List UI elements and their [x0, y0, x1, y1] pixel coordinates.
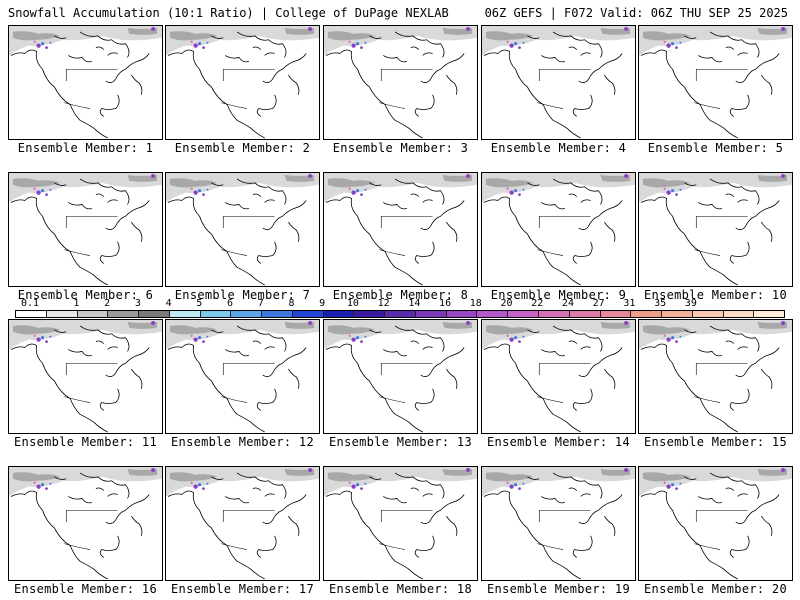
ensemble-member-map [323, 319, 478, 434]
ensemble-member-map [8, 319, 163, 434]
ensemble-member-map [638, 466, 793, 581]
legend-swatch [754, 311, 785, 317]
ensemble-member-label: Ensemble Member: 3 [332, 141, 469, 155]
ensemble-member-map [165, 25, 320, 140]
legend-tick-label: 2 [104, 298, 111, 309]
ensemble-member-label: Ensemble Member: 6 [17, 288, 154, 302]
legend-tick-label: 20 [500, 298, 513, 309]
legend-swatch [539, 311, 570, 317]
ensemble-member-label: Ensemble Member: 16 [14, 582, 157, 596]
ensemble-member-label: Ensemble Member: 8 [332, 288, 469, 302]
legend-tick-label: 10 [346, 298, 359, 309]
legend-tick-label: 24 [561, 298, 574, 309]
legend-swatch [139, 311, 170, 317]
legend-swatch [692, 311, 724, 317]
legend-swatch [77, 311, 109, 317]
ensemble-member-label: Ensemble Member: 10 [644, 288, 787, 302]
ensemble-member-label: Ensemble Member: 7 [174, 288, 311, 302]
ensemble-member-label: Ensemble Member: 13 [329, 435, 472, 449]
legend-swatch [16, 311, 47, 317]
legend-tick-label: 12 [377, 298, 390, 309]
legend-swatch [600, 311, 632, 317]
ensemble-member-label: Ensemble Member: 17 [171, 582, 314, 596]
legend-tick-label: 27 [592, 298, 605, 309]
legend-tick-label: 35 [654, 298, 667, 309]
snowfall-color-legend: 0.1 1 2 3 4 5 6 7 8 9 10 12 14 16 18 20 22 24 27 31 35 39 [15, 298, 785, 328]
legend-swatch [46, 311, 78, 317]
legend-swatch [385, 311, 416, 317]
ensemble-member-map [8, 25, 163, 140]
legend-tick-label: 5 [196, 298, 203, 309]
legend-swatch [569, 311, 601, 317]
legend-swatch [231, 311, 263, 317]
legend-swatch [354, 311, 386, 317]
legend-swatch [262, 311, 293, 317]
ensemble-member-map [165, 172, 320, 287]
ensemble-member-label: Ensemble Member: 4 [490, 141, 627, 155]
legend-swatch [169, 311, 201, 317]
legend-tick-label: 0.1 [20, 298, 40, 309]
legend-swatch [323, 311, 355, 317]
ensemble-member-label: Ensemble Member: 12 [171, 435, 314, 449]
ensemble-member-map [481, 172, 636, 287]
ensemble-member-label: Ensemble Member: 18 [329, 582, 472, 596]
ensemble-member-map [8, 172, 163, 287]
legend-swatch [415, 311, 447, 317]
ensemble-member-map [638, 25, 793, 140]
ensemble-member-map [481, 25, 636, 140]
legend-tick-label: 39 [684, 298, 697, 309]
ensemble-member-label: Ensemble Member: 11 [14, 435, 157, 449]
ensemble-member-label: Ensemble Member: 9 [490, 288, 627, 302]
ensemble-member-map [323, 466, 478, 581]
legend-swatch [631, 311, 663, 317]
legend-swatch [200, 311, 232, 317]
legend-tick-label: 31 [623, 298, 636, 309]
legend-tick-label: 18 [469, 298, 482, 309]
ensemble-member-label: Ensemble Member: 15 [644, 435, 787, 449]
legend-swatch [508, 311, 540, 317]
ensemble-member-label: Ensemble Member: 14 [487, 435, 630, 449]
legend-tick-label: 16 [439, 298, 452, 309]
legend-tick-label: 3 [134, 298, 141, 309]
legend-tick-label: 4 [165, 298, 172, 309]
model-run-info: 06Z GEFS | F072 Valid: 06Z THU SEP 25 20… [484, 6, 788, 20]
legend-swatch [723, 311, 755, 317]
legend-swatch [108, 311, 140, 317]
ensemble-member-map [165, 466, 320, 581]
legend-color-bar [15, 310, 785, 318]
ensemble-member-label: Ensemble Member: 1 [17, 141, 154, 155]
ensemble-member-map [8, 466, 163, 581]
legend-tick-label: 1 [73, 298, 80, 309]
ensemble-member-label: Ensemble Member: 2 [174, 141, 311, 155]
legend-tick-label: 9 [319, 298, 326, 309]
ensemble-member-map [481, 466, 636, 581]
legend-tick-label: 7 [257, 298, 264, 309]
map-title: Snowfall Accumulation (10:1 Ratio) | Col… [8, 6, 449, 20]
ensemble-member-map [165, 319, 320, 434]
ensemble-member-map [323, 25, 478, 140]
legend-tick-label: 22 [531, 298, 544, 309]
legend-swatch [662, 311, 693, 317]
legend-swatch [446, 311, 478, 317]
ensemble-member-label: Ensemble Member: 20 [644, 582, 787, 596]
ensemble-member-map [323, 172, 478, 287]
ensemble-member-label: Ensemble Member: 19 [487, 582, 630, 596]
ensemble-member-map [638, 319, 793, 434]
ensemble-member-map [481, 319, 636, 434]
ensemble-member-map [638, 172, 793, 287]
legend-tick-label: 8 [288, 298, 295, 309]
legend-swatch [477, 311, 509, 317]
ensemble-member-label: Ensemble Member: 5 [647, 141, 784, 155]
legend-swatch [292, 311, 324, 317]
legend-tick-label: 14 [408, 298, 421, 309]
legend-tick-label: 6 [227, 298, 234, 309]
